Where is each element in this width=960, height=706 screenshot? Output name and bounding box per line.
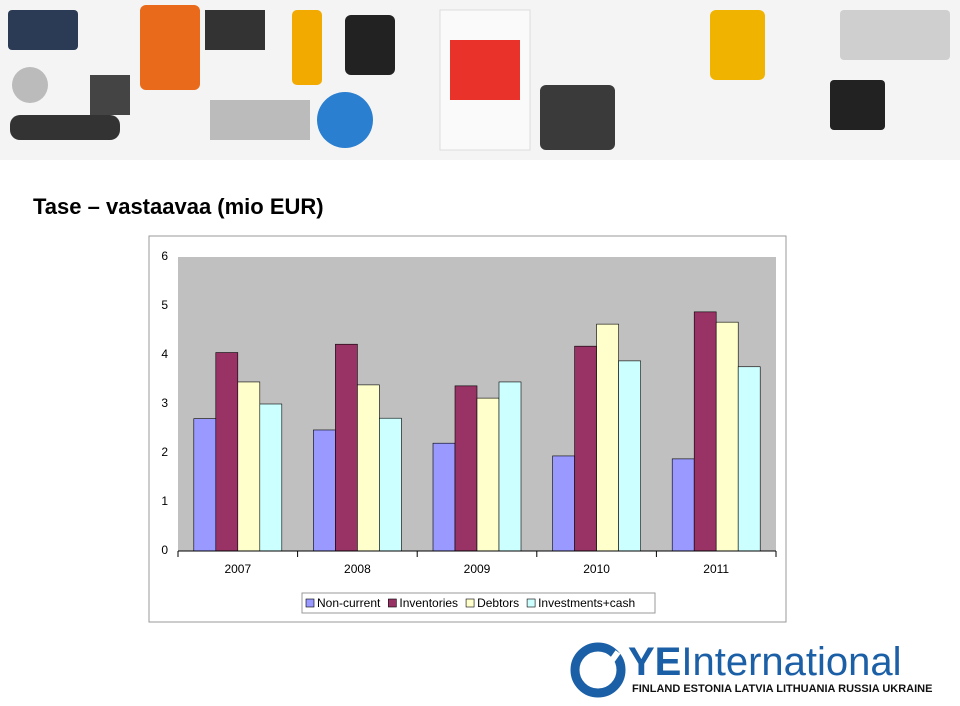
bar [379,417,402,552]
bar [596,323,619,552]
bar [454,385,478,552]
x-tick-label: 2011 [703,562,729,576]
bar [476,397,500,552]
y-tick-label: 5 [161,298,168,312]
y-tick-label: 1 [161,494,168,508]
bar [552,455,575,552]
logo: YEInternational FINLAND ESTONIA LATVIA L… [570,640,932,698]
bar [498,381,522,552]
x-tick-label: 2010 [583,562,610,576]
bar [693,311,717,552]
bar [215,352,239,552]
legend-label: Non-current [317,596,381,610]
bar [715,321,739,552]
logo-brand: YE [628,640,681,684]
x-tick-label: 2007 [224,562,251,576]
legend-swatch [526,598,536,608]
y-tick-label: 3 [161,396,168,410]
y-tick-label: 6 [161,249,168,263]
x-tick-label: 2008 [344,562,371,576]
bar [335,343,358,552]
bar [618,360,641,552]
legend-swatch [465,598,475,608]
bar [357,384,380,552]
bar [671,458,695,552]
legend-label: Debtors [477,596,519,610]
product-banner [0,0,960,160]
y-tick-label: 2 [161,445,168,459]
legend-swatch [305,598,315,608]
x-tick-label: 2009 [464,562,491,576]
legend-swatch [388,598,397,608]
bar [737,366,761,552]
chart: 0 1 2 3 4 5 6 2007 2008 2009 2010 2011 Non-current In… [161,249,777,614]
bar [313,429,336,552]
logo-countries: FINLAND ESTONIA LATVIA LITHUANIA RUSSIA … [632,683,932,695]
bar [259,403,283,552]
legend-box [301,592,656,614]
y-tick-label: 4 [161,347,168,361]
logo-name: International [681,640,901,684]
bar [574,345,597,552]
slide-title: Tase – vastaavaa (mio EUR) [33,194,324,219]
bar [432,442,456,552]
legend-label: Inventories [399,596,458,610]
bar [237,381,261,552]
logo-text: YEInternational [628,640,902,684]
legend-label: Investments+cash [538,596,635,610]
bar [193,418,217,552]
y-tick-label: 0 [161,543,168,557]
